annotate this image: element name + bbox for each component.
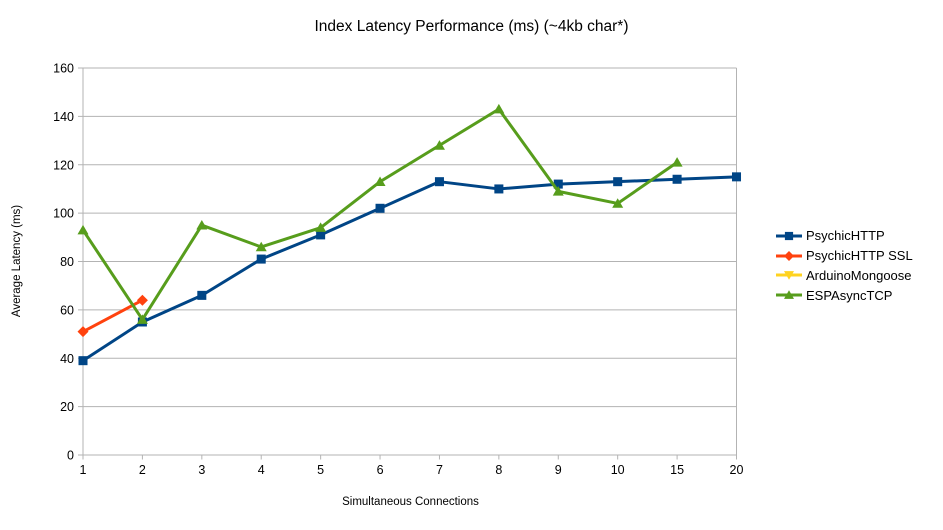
data-point-marker (731, 172, 742, 182)
x-tick-label-15: 15 (670, 463, 684, 477)
data-point-marker (316, 230, 326, 240)
data-point-marker (77, 224, 89, 235)
data-point-marker (434, 177, 444, 187)
legend-key-marker (784, 290, 794, 300)
legend-label: PsychicHTTP (806, 228, 885, 244)
series-line (82, 175, 737, 362)
data-point-marker (256, 254, 266, 264)
data-point-marker (136, 294, 148, 306)
y-tick-label-100: 100 (53, 207, 74, 221)
series-psychichttp-ssl (77, 294, 148, 338)
triangle-up-legend-key-icon (776, 290, 802, 300)
data-point-marker (433, 140, 445, 150)
square-legend-key-icon (776, 231, 802, 240)
x-tick-label-10: 10 (611, 463, 625, 477)
data-point-marker (196, 219, 208, 230)
legend-label: PsychicHTTP SSL (806, 248, 913, 264)
data-point-marker (375, 203, 385, 213)
legend-item-arduinomongoose: ArduinoMongoose (776, 266, 913, 286)
chart-title: Index Latency Performance (ms) (~4kb cha… (314, 18, 629, 35)
legend-key-marker (784, 250, 794, 261)
x-tick-label-20: 20 (730, 463, 744, 477)
y-axis-title-text: Average Latency (ms) (11, 204, 23, 318)
legend-item-espasynctcp: ESPAsyncTCP (776, 285, 913, 305)
data-point-marker (553, 179, 563, 189)
data-point-marker (77, 326, 89, 338)
data-point-marker (552, 186, 564, 196)
series-line (81, 107, 678, 322)
data-point-marker (197, 290, 207, 300)
diamond-legend-key-icon (776, 250, 802, 261)
x-tick-label-6: 6 (377, 463, 384, 477)
x-tick-label-4: 4 (258, 463, 265, 477)
data-point-marker (672, 174, 682, 184)
data-point-marker (612, 198, 624, 208)
y-tick-label-40: 40 (60, 352, 74, 366)
x-tick-label-9: 9 (555, 463, 562, 477)
series-espasynctcp (77, 103, 683, 324)
triangle-down-legend-key-icon (776, 271, 802, 281)
legend-key-marker (784, 231, 794, 240)
data-point-marker (494, 184, 504, 194)
legend-key-marker (784, 271, 794, 281)
data-point-marker (493, 103, 505, 114)
data-point-marker (78, 356, 88, 366)
y-tick-label-140: 140 (53, 110, 74, 124)
data-point-marker (613, 177, 623, 187)
x-axis-title: Simultaneous Connections (342, 496, 479, 508)
data-point-marker (315, 222, 327, 232)
data-point-marker (136, 314, 148, 324)
legend-item-psychichttp: PsychicHTTP (776, 226, 913, 246)
y-tick-label-80: 80 (60, 255, 74, 269)
x-tick-label-3: 3 (198, 463, 205, 477)
y-tick-label-0: 0 (67, 449, 74, 463)
legend-item-psychichttp-ssl: PsychicHTTP SSL (776, 246, 913, 266)
x-tick-label-7: 7 (436, 463, 443, 477)
x-tick-label-1: 1 (80, 463, 87, 477)
chart-legend: PsychicHTTP PsychicHTTP SSL ArduinoMongoos… (776, 226, 913, 305)
legend-label: ArduinoMongoose (806, 267, 912, 283)
y-tick-label-120: 120 (53, 158, 74, 172)
y-tick-label-160: 160 (53, 62, 74, 76)
x-tick-label-2: 2 (139, 463, 146, 477)
series-psychichttp (78, 172, 742, 366)
x-tick-label-5: 5 (317, 463, 324, 477)
x-tick-label-8: 8 (495, 463, 502, 477)
y-tick-label-20: 20 (60, 400, 74, 414)
y-tick-label-60: 60 (60, 303, 74, 317)
data-point-marker (671, 157, 683, 167)
data-point-marker (374, 176, 386, 186)
legend-label: ESPAsyncTCP (806, 287, 893, 303)
data-point-marker (255, 241, 267, 252)
